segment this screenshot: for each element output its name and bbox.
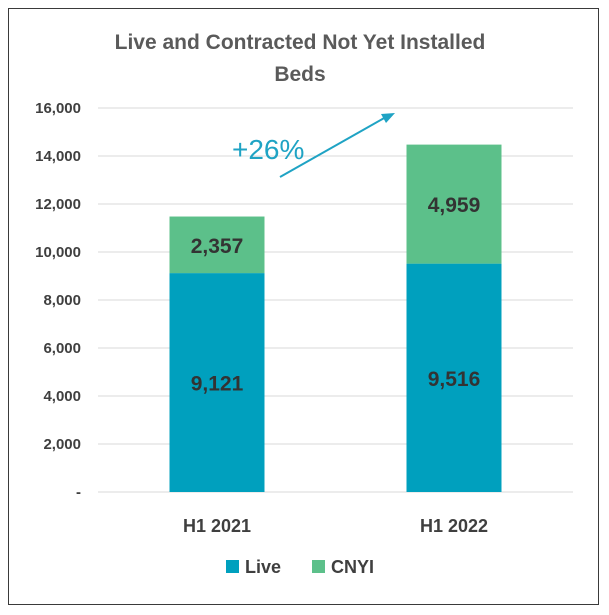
growth-arrow-head-icon (381, 113, 395, 123)
y-tick-label: 10,000 (35, 244, 81, 261)
y-tick-label: 16,000 (35, 100, 81, 117)
y-axis-tick-labels: - 2,000 4,000 6,000 8,000 10,000 12,000 14,000 1… (35, 100, 81, 501)
x-category-label: H1 2021 (183, 516, 251, 536)
legend-swatch-cnyi (312, 560, 325, 573)
legend: Live CNYI (226, 557, 374, 577)
growth-annotation-text: +26% (232, 134, 304, 165)
data-label-live: 9,516 (428, 368, 481, 391)
y-tick-label: 14,000 (35, 148, 81, 165)
x-axis-category-labels: H1 2021 H1 2022 (183, 516, 488, 536)
chart-title-line-1: Live and Contracted Not Yet Installed (115, 31, 486, 54)
bar-live (406, 263, 502, 492)
data-labels: 9,121 2,357 9,516 4,959 (191, 194, 481, 395)
legend-label-live: Live (245, 557, 281, 577)
data-label-cnyi: 4,959 (428, 194, 481, 217)
y-tick-label: 4,000 (43, 388, 81, 405)
legend-swatch-live (226, 560, 239, 573)
data-label-cnyi: 2,357 (191, 235, 244, 258)
y-tick-label: 6,000 (43, 340, 81, 357)
y-tick-label: - (76, 484, 81, 501)
growth-arrow-shaft (279, 116, 387, 178)
bar-cnyi (169, 216, 265, 274)
gridlines (98, 107, 573, 493)
y-tick-label: 2,000 (43, 436, 81, 453)
legend-label-cnyi: CNYI (331, 557, 374, 577)
bars (169, 144, 502, 492)
x-category-label: H1 2022 (420, 516, 488, 536)
bar-live (169, 273, 265, 492)
y-tick-label: 12,000 (35, 196, 81, 213)
growth-annotation: +26% (232, 113, 395, 178)
bar-cnyi (406, 144, 502, 264)
data-label-live: 9,121 (191, 373, 244, 396)
chart-title-line-2: Beds (274, 63, 325, 86)
y-tick-label: 8,000 (43, 292, 81, 309)
